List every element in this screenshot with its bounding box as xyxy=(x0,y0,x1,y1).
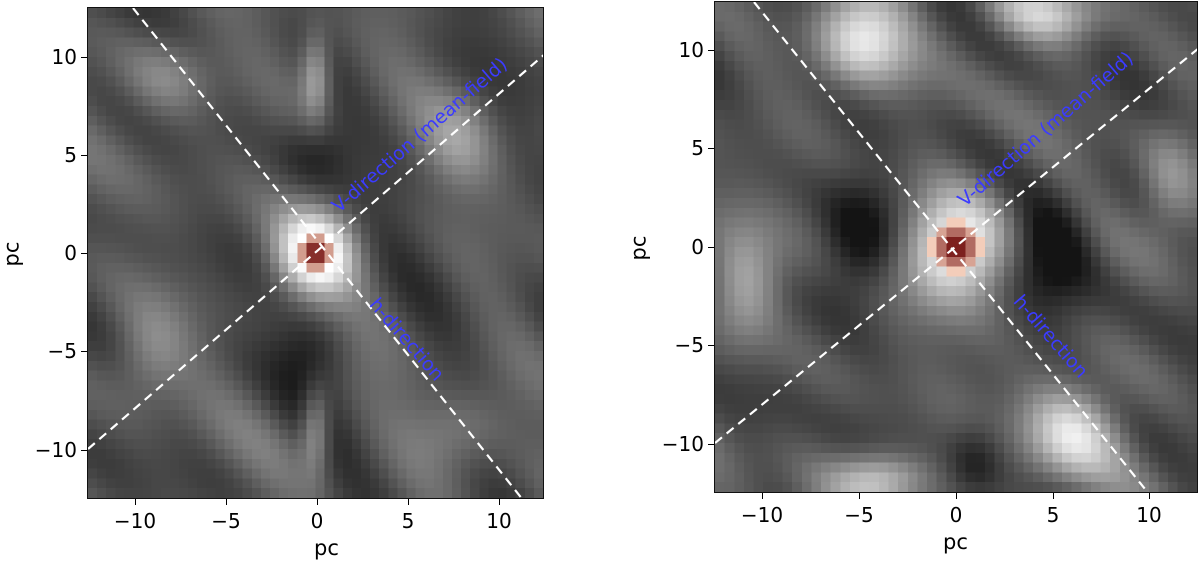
left-heatmap-axes: V-direction (mean-field) h-direction xyxy=(87,7,544,499)
left-ytick-label: 0 xyxy=(64,241,77,265)
right-ytick-mark xyxy=(708,50,714,52)
left-xtick-label: 0 xyxy=(310,509,324,533)
right-xtick-label: 0 xyxy=(949,503,963,527)
right-y-axis-label: pc xyxy=(626,235,651,261)
right-heatmap-axes: V-direction (mean-field) h-direction xyxy=(714,1,1198,493)
right-ytick-label: −10 xyxy=(661,432,704,456)
left-xtick-mark xyxy=(499,499,501,505)
left-ytick-label: −5 xyxy=(47,339,77,363)
left-xtick-mark xyxy=(226,499,228,505)
right-ytick-mark xyxy=(708,345,714,347)
left-x-axis-label: pc xyxy=(314,536,339,560)
right-xtick-mark xyxy=(859,493,861,499)
right-ytick-mark xyxy=(708,148,714,150)
left-xtick-mark xyxy=(408,499,410,505)
left-xtick-label: 10 xyxy=(486,509,512,533)
right-xtick-label: −5 xyxy=(844,503,874,527)
right-ytick-label: 10 xyxy=(678,38,704,62)
left-ytick-label: 5 xyxy=(64,143,77,167)
left-xtick-label: −10 xyxy=(113,509,157,533)
left-ytick-mark xyxy=(81,155,87,157)
right-ytick-label: 0 xyxy=(691,235,704,259)
left-xtick-label: −5 xyxy=(211,509,241,533)
right-xtick-label: 5 xyxy=(1046,503,1060,527)
right-xtick-mark xyxy=(956,493,958,499)
right-ytick-label: 5 xyxy=(691,136,704,160)
right-heatmap-image xyxy=(715,2,1197,492)
right-ytick-label: −5 xyxy=(674,333,704,357)
right-x-axis-label: pc xyxy=(943,530,968,554)
right-xtick-label: 10 xyxy=(1136,503,1162,527)
left-ytick-mark xyxy=(81,450,87,452)
right-xtick-label: −10 xyxy=(740,503,784,527)
right-xtick-mark xyxy=(1053,493,1055,499)
right-ytick-mark xyxy=(708,247,714,249)
left-xtick-mark xyxy=(317,499,319,505)
left-ytick-mark xyxy=(81,351,87,353)
left-ytick-label: 10 xyxy=(51,45,77,69)
right-xtick-mark xyxy=(762,493,764,499)
left-y-axis-label: pc xyxy=(0,241,24,267)
right-ytick-mark xyxy=(708,444,714,446)
left-ytick-mark xyxy=(81,253,87,255)
left-xtick-mark xyxy=(135,499,137,505)
left-xtick-label: 5 xyxy=(401,509,415,533)
left-panel: V-direction (mean-field) h-direction 10 … xyxy=(0,7,544,560)
right-xtick-mark xyxy=(1149,493,1151,499)
left-ytick-label: −10 xyxy=(34,438,77,462)
left-ytick-mark xyxy=(81,57,87,59)
right-panel: V-direction (mean-field) h-direction 10 … xyxy=(600,0,1200,565)
